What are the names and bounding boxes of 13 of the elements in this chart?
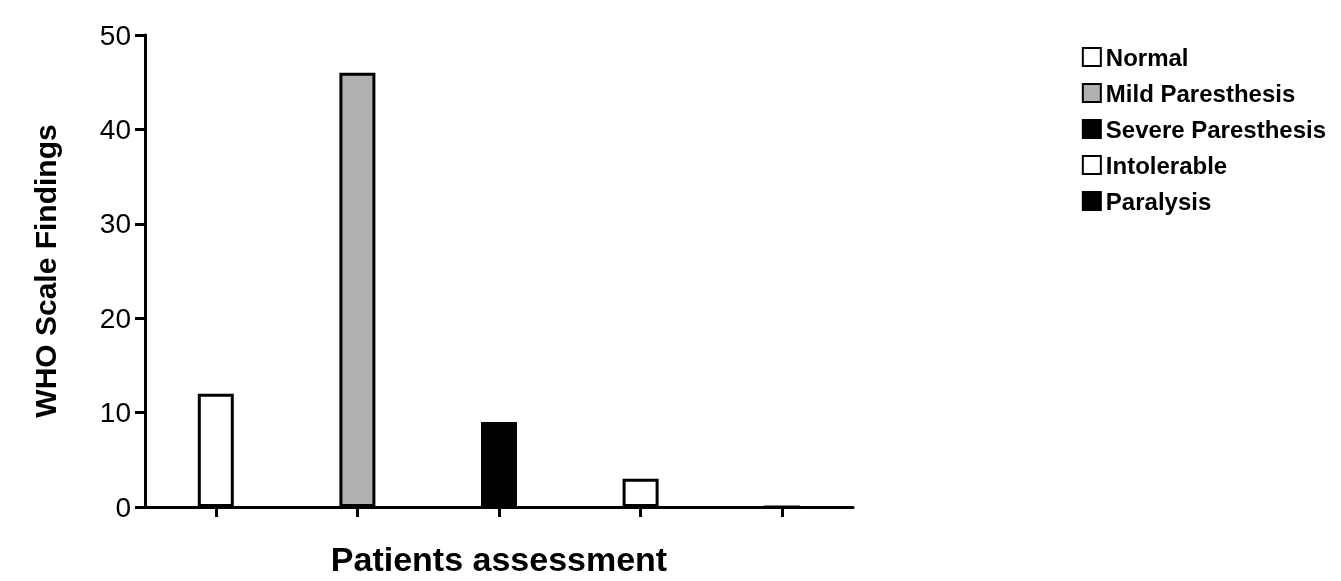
y-tick-label: 10	[99, 397, 131, 429]
y-tick-label: 30	[99, 208, 131, 240]
legend-label: Mild Paresthesis	[1105, 79, 1296, 107]
y-tick-label: 50	[99, 19, 131, 51]
legend-label: Intolerable	[1105, 151, 1228, 179]
legend-label: Normal	[1105, 43, 1189, 71]
legend-label: Paralysis	[1105, 187, 1212, 215]
y-tick-label: 0	[115, 491, 131, 523]
y-tick-label: 40	[99, 113, 131, 145]
y-axis-title: WHO Scale Findings	[28, 124, 62, 418]
legend-label: Severe Paresthesis	[1105, 115, 1327, 143]
x-axis-title: Patients assessment	[330, 540, 668, 578]
y-tick-label: 20	[99, 302, 131, 334]
